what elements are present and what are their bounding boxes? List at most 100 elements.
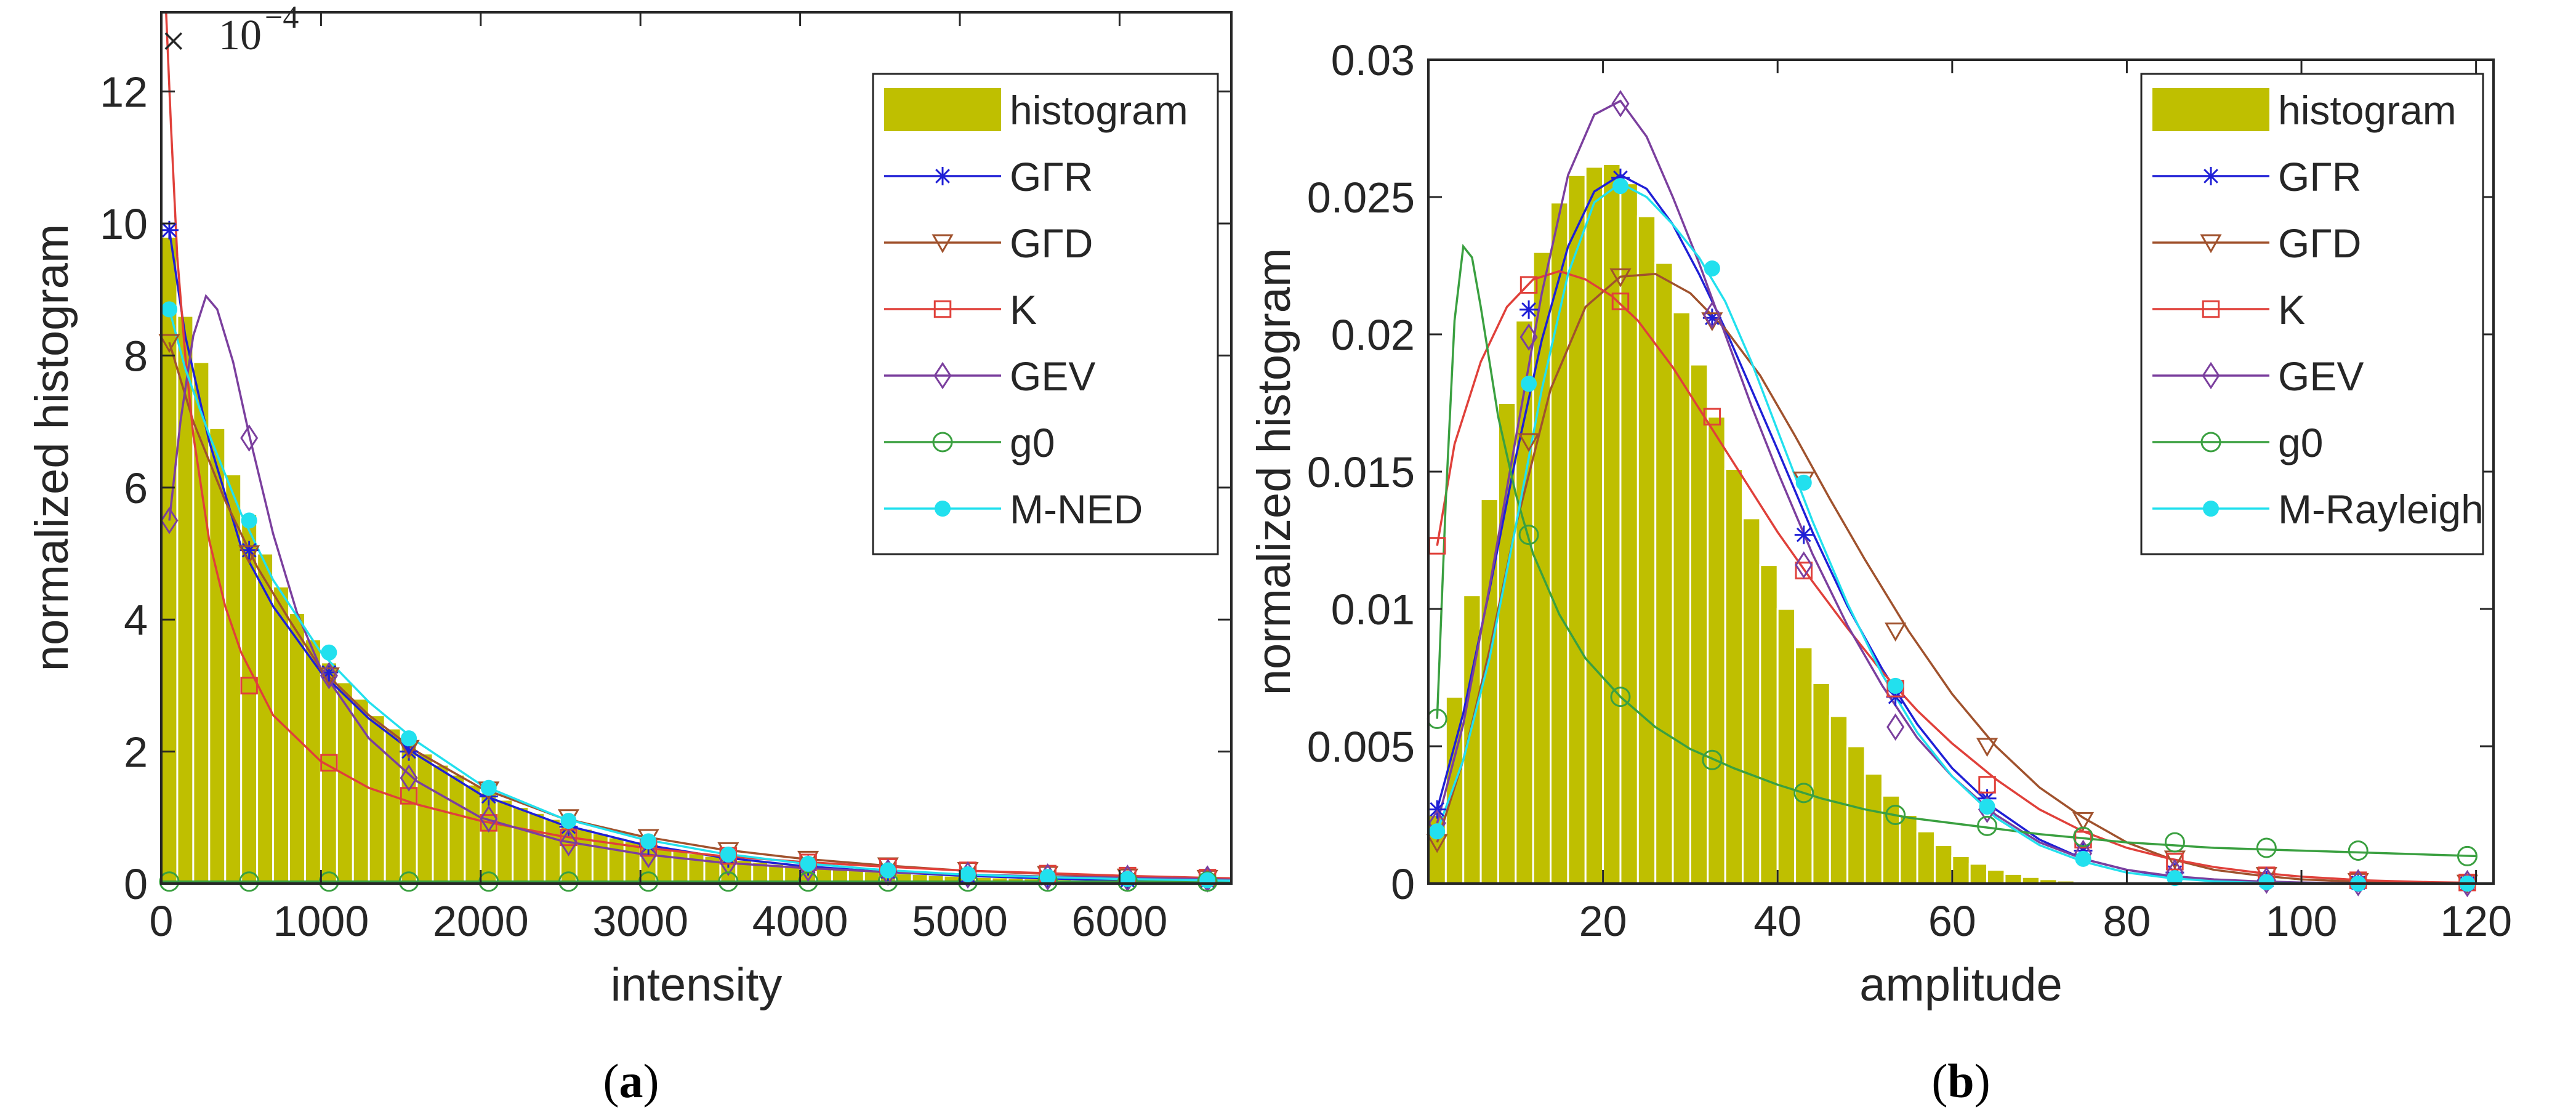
histogram-bar: [1881, 794, 1901, 885]
y-tick-label: 0.005: [1307, 723, 1415, 771]
histogram-bar: [320, 661, 338, 885]
legend-marker-k: [2202, 300, 2220, 318]
histogram-bar: [1811, 682, 1831, 885]
series-marker-g0: [1977, 815, 1998, 836]
series-marker-g0: [1702, 749, 1723, 770]
panel-label-b-letter: b: [1947, 1054, 1974, 1108]
series-marker-k: [1978, 776, 1996, 794]
series-marker-g0: [798, 871, 819, 892]
series-marker-g0: [159, 871, 180, 892]
exponent-base-a: 10: [219, 12, 262, 59]
histogram-bar: [1951, 855, 1971, 885]
series-marker-m: [560, 813, 577, 829]
histogram-bar: [1602, 163, 1622, 885]
histogram-bar: [1759, 564, 1779, 885]
legend-label: g0: [1010, 420, 1055, 465]
x-tick-label: 40: [1753, 897, 1801, 945]
histogram-bar: [416, 752, 434, 885]
series-marker-m: [1704, 260, 1720, 276]
histogram-bar: [1532, 251, 1552, 885]
series-marker-m: [1039, 869, 1056, 885]
series-marker-gev: [559, 829, 578, 856]
legend-marker-gev: [2202, 361, 2220, 390]
histogram-bar: [240, 513, 259, 885]
series-marker-ggd: [238, 545, 260, 565]
series-markers-a: [158, 220, 1218, 893]
series-marker-gev: [1886, 713, 1905, 741]
series-marker-g0: [558, 871, 579, 892]
series-marker-m: [1429, 823, 1446, 840]
y-tick-label: 0: [1391, 860, 1415, 908]
histogram-bar: [304, 638, 322, 885]
series-marker-m: [241, 512, 257, 529]
panel-label-a-open: (: [603, 1054, 619, 1108]
histogram-bar: [1550, 201, 1569, 885]
legend-label: GΓR: [1010, 154, 1093, 199]
histogram-bar: [1636, 215, 1657, 885]
histogram-bar: [528, 812, 546, 885]
series-marker-k: [240, 677, 258, 695]
series-marker-ggd: [1609, 268, 1632, 288]
series-marker-gev: [320, 662, 338, 690]
series-marker-g0: [2457, 845, 2477, 866]
legend-marker-ggr: [933, 167, 952, 185]
histogram-bar: [687, 852, 706, 885]
histogram-bar: [1933, 844, 1954, 885]
histogram-bar: [2003, 872, 2023, 885]
legend-marker-k: [933, 300, 952, 318]
series-marker-m: [880, 862, 896, 879]
chart-panel-b: 20 40 60 80 100 120 0 0.005 0.01 0.015 0.02 0.025 0.…: [1248, 36, 2512, 1108]
panel-label-b-close: ): [1974, 1054, 1990, 1108]
series-marker-g0: [2164, 832, 2185, 853]
series-marker-g0: [1610, 687, 1631, 707]
exponent-times-a: ×: [161, 18, 185, 65]
legend-label: M-Rayleigh: [2278, 486, 2484, 532]
histogram-bar: [1741, 517, 1761, 885]
series-marker-m: [1199, 872, 1216, 888]
series-marker-g0: [638, 871, 659, 892]
y-tick-label: 4: [124, 596, 148, 644]
y-tick-label: 2: [124, 728, 148, 776]
series-marker-gev: [480, 805, 498, 833]
histogram-bar: [1776, 608, 1797, 885]
series-marker-g0: [718, 871, 739, 892]
y-axis-label-b: normalized histogram: [1248, 248, 1300, 696]
series-marker-g0: [318, 871, 339, 892]
series-marker-m: [1887, 677, 1904, 694]
legend-marker-m: [2203, 501, 2219, 517]
histogram-bar: [1968, 863, 1989, 885]
series-marker-g0: [2256, 837, 2277, 858]
legend-marker-g0: [932, 432, 953, 453]
panel-label-a-letter: a: [619, 1054, 643, 1108]
y-tick-label: 6: [124, 464, 148, 512]
series-line-g0: [1436, 243, 2476, 858]
legend-b: histogram GΓR GΓD K GEV g0 M-Rayleigh: [2140, 73, 2484, 555]
legend-marker-ggr: [2202, 167, 2220, 185]
series-marker-m: [161, 301, 177, 318]
x-tick-label: 4000: [752, 897, 848, 945]
axes-box-a: [160, 11, 1233, 885]
legend-label: GΓR: [2278, 154, 2361, 199]
series-marker-ggd: [1976, 738, 1998, 757]
series-marker-m: [1979, 799, 1995, 815]
series-marker-gev: [240, 424, 259, 452]
legend-label: histogram: [1010, 87, 1188, 133]
series-marker-k: [1703, 408, 1721, 426]
legend-box-b: [2140, 73, 2484, 555]
series-marker-m: [2258, 874, 2275, 890]
x-tick-label: 6000: [1072, 897, 1168, 945]
x-tick-label: 3000: [592, 897, 688, 945]
x-tick-label: 5000: [912, 897, 1008, 945]
legend-box-a: [872, 73, 1219, 555]
histogram-bar: [1672, 311, 1691, 885]
histogram-bar: [432, 763, 450, 885]
panel-label-b-open: (: [1931, 1054, 1947, 1108]
histogram-bar: [272, 586, 291, 885]
series-marker-m: [800, 855, 816, 872]
histogram-bar: [1567, 174, 1587, 885]
histogram-bar: [464, 783, 482, 885]
legend-label: K: [1010, 287, 1037, 332]
series-marker-m: [1795, 474, 1812, 491]
series-marker-m: [480, 780, 497, 796]
legend-swatch-histogram: [2152, 88, 2269, 131]
